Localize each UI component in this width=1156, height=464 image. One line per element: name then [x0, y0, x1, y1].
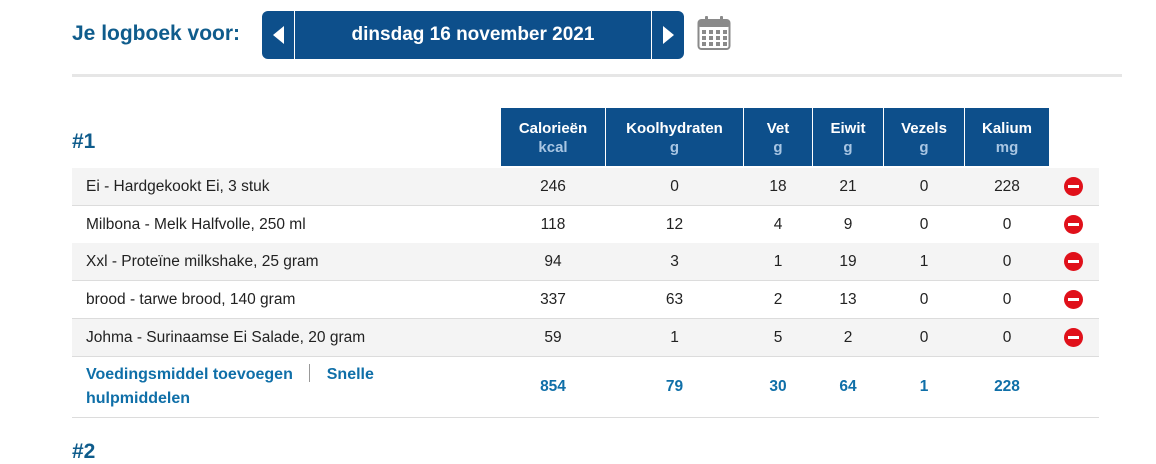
logbook-label: Je logboek voor: [72, 22, 241, 45]
arrow-left-icon [272, 26, 284, 44]
date-navigator: dinsdag 16 november 2021 [262, 11, 684, 59]
column-unit: g [843, 139, 853, 156]
fat-value: 5 [773, 329, 783, 346]
fiber-value: 0 [919, 329, 929, 346]
column-unit: g [669, 139, 680, 156]
meal-title: #1 [72, 130, 96, 153]
fiber-value: 1 [919, 253, 929, 270]
column-header-potassium: Kalium mg [965, 108, 1049, 166]
carbs-value: 1 [670, 329, 679, 346]
meal-title: #2 [72, 440, 96, 463]
remove-icon[interactable] [1064, 177, 1083, 196]
total-fiber: 1 [919, 378, 929, 395]
fat-value: 18 [769, 178, 787, 195]
column-unit: kcal [538, 139, 568, 156]
total-calories: 854 [540, 378, 566, 395]
arrow-right-icon [662, 26, 674, 44]
calories-value: 94 [544, 253, 562, 270]
protein-value: 21 [839, 178, 857, 195]
food-name[interactable]: Ei - Hardgekookt Ei, 3 stuk [86, 178, 270, 195]
add-food-link[interactable]: Voedingsmiddel toevoegen [86, 366, 293, 383]
calories-value: 118 [540, 216, 566, 233]
column-header-protein: Eiwit g [813, 108, 883, 166]
column-name: Vezels [901, 120, 947, 137]
calories-value: 246 [540, 178, 566, 195]
previous-day-button[interactable] [262, 11, 295, 59]
column-header-fiber: Vezels g [884, 108, 964, 166]
column-name: Vet [766, 120, 790, 137]
column-unit: g [773, 139, 783, 156]
fat-value: 2 [773, 291, 783, 308]
column-unit: g [919, 139, 929, 156]
remove-icon[interactable] [1064, 290, 1083, 309]
total-potassium: 228 [994, 378, 1020, 395]
total-protein: 64 [839, 378, 857, 395]
current-date[interactable]: dinsdag 16 november 2021 [351, 24, 595, 45]
calendar-icon[interactable] [697, 15, 731, 51]
potassium-value: 0 [1002, 329, 1012, 346]
header-divider [72, 74, 1122, 77]
food-name[interactable]: Xxl - Proteïne milkshake, 25 gram [86, 253, 319, 270]
fiber-value: 0 [919, 178, 929, 195]
protein-value: 13 [839, 291, 857, 308]
food-name[interactable]: brood - tarwe brood, 140 gram [86, 291, 296, 308]
next-day-button[interactable] [651, 11, 684, 59]
column-name: Koolhydraten [626, 120, 723, 137]
meal-actions: Voedingsmiddel toevoegen Snelle hulpmidd… [86, 363, 426, 411]
calories-value: 337 [540, 291, 566, 308]
fiber-value: 0 [919, 216, 929, 233]
column-unit: mg [995, 139, 1019, 156]
quick-tools-link[interactable]: Snelle hulpmiddelen [86, 366, 374, 407]
protein-value: 9 [843, 216, 853, 233]
potassium-value: 228 [994, 178, 1020, 195]
protein-value: 19 [839, 253, 857, 270]
food-row: Milbona - Melk Halfvolle, 250 ml 118 12 … [72, 206, 1099, 244]
fat-value: 4 [773, 216, 783, 233]
column-header-carbs: Koolhydraten g [606, 108, 743, 166]
food-name[interactable]: Johma - Surinaamse Ei Salade, 20 gram [86, 329, 366, 346]
potassium-value: 0 [1002, 253, 1012, 270]
link-separator [309, 364, 311, 382]
carbs-value: 0 [670, 178, 679, 195]
calories-value: 59 [544, 329, 562, 346]
column-header-fat: Vet g [744, 108, 812, 166]
column-name: Calorieën [518, 120, 588, 137]
column-name: Eiwit [830, 120, 866, 137]
potassium-value: 0 [1002, 291, 1012, 308]
food-row: Xxl - Proteïne milkshake, 25 gram 94 3 1… [72, 243, 1099, 281]
fiber-value: 0 [919, 291, 929, 308]
remove-icon[interactable] [1064, 252, 1083, 271]
food-row: Ei - Hardgekookt Ei, 3 stuk 246 0 18 21 … [72, 168, 1099, 206]
remove-icon[interactable] [1064, 215, 1083, 234]
food-row: brood - tarwe brood, 140 gram 337 63 2 1… [72, 281, 1099, 319]
food-row: Johma - Surinaamse Ei Salade, 20 gram 59… [72, 319, 1099, 357]
carbs-value: 63 [665, 291, 684, 308]
total-fat: 30 [769, 378, 787, 395]
carbs-value: 12 [665, 216, 684, 233]
carbs-value: 3 [670, 253, 679, 270]
remove-icon[interactable] [1064, 328, 1083, 347]
total-carbs: 79 [665, 378, 684, 395]
column-header-calories: Calorieën kcal [501, 108, 605, 166]
potassium-value: 0 [1002, 216, 1012, 233]
protein-value: 2 [843, 329, 853, 346]
food-name[interactable]: Milbona - Melk Halfvolle, 250 ml [86, 216, 306, 233]
column-name: Kalium [981, 120, 1032, 137]
fat-value: 1 [773, 253, 783, 270]
meal-totals-row: Voedingsmiddel toevoegen Snelle hulpmidd… [72, 356, 1099, 418]
